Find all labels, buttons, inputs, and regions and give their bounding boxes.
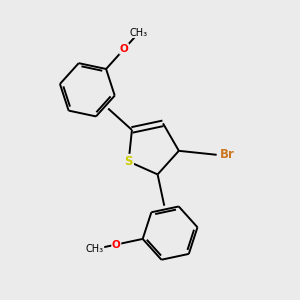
- Text: S: S: [124, 155, 133, 168]
- Text: CH₃: CH₃: [86, 244, 104, 254]
- Text: Br: Br: [220, 148, 235, 161]
- Text: O: O: [120, 44, 128, 54]
- Text: CH₃: CH₃: [130, 28, 148, 38]
- Text: O: O: [112, 239, 121, 250]
